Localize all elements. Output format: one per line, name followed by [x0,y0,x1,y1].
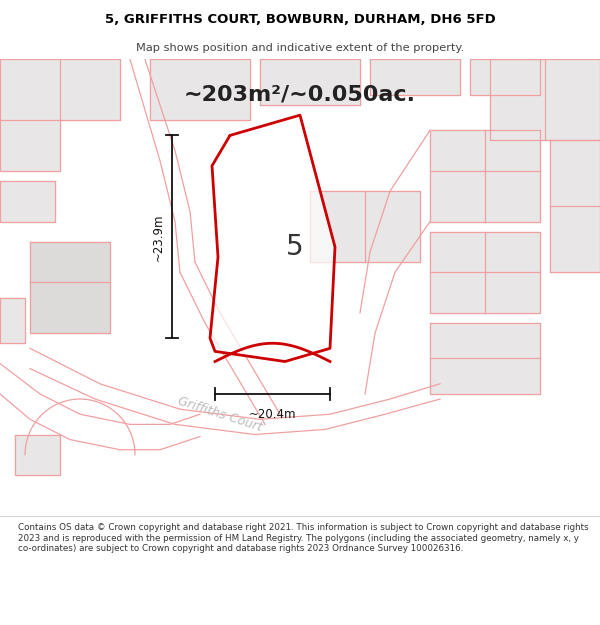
Polygon shape [430,323,540,394]
Text: ~20.4m: ~20.4m [249,408,296,421]
Polygon shape [260,59,360,105]
Polygon shape [210,115,335,361]
Polygon shape [550,141,600,272]
Polygon shape [15,434,60,475]
Polygon shape [430,232,540,313]
Text: Griffiths Court: Griffiths Court [176,394,264,434]
Text: Map shows position and indicative extent of the property.: Map shows position and indicative extent… [136,42,464,52]
Polygon shape [0,298,25,343]
Polygon shape [150,59,250,120]
Text: ~23.9m: ~23.9m [151,213,164,261]
Polygon shape [310,191,420,262]
Text: Contains OS data © Crown copyright and database right 2021. This information is : Contains OS data © Crown copyright and d… [18,523,589,553]
Polygon shape [0,181,55,222]
Text: 5, GRIFFITHS COURT, BOWBURN, DURHAM, DH6 5FD: 5, GRIFFITHS COURT, BOWBURN, DURHAM, DH6… [104,13,496,26]
Polygon shape [30,242,110,333]
Text: ~203m²/~0.050ac.: ~203m²/~0.050ac. [184,85,416,105]
Polygon shape [490,59,600,141]
Polygon shape [430,131,540,222]
Polygon shape [370,59,460,95]
Polygon shape [470,59,540,95]
Text: 5: 5 [286,233,304,261]
Polygon shape [0,59,120,171]
